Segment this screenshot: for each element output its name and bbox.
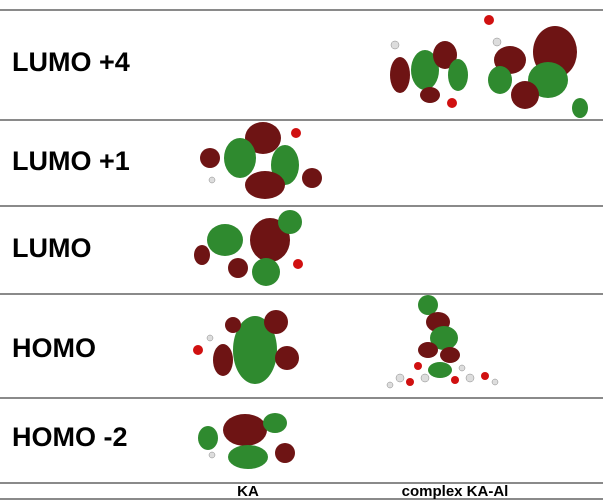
row-label: LUMO +4 bbox=[12, 47, 130, 77]
column-label: complex KA-Al bbox=[402, 483, 509, 500]
orbital-image bbox=[200, 122, 322, 199]
column-label: KA bbox=[237, 483, 259, 500]
row-label: HOMO -2 bbox=[12, 422, 128, 452]
orbital-image bbox=[193, 310, 299, 384]
orbital-image bbox=[387, 295, 498, 388]
orbital-image bbox=[390, 15, 588, 118]
row-label: LUMO +1 bbox=[12, 146, 130, 176]
orbital-image bbox=[194, 210, 303, 286]
orbital-image bbox=[198, 413, 295, 469]
orbital-figure: LUMO +4 LUMO +1 LUMO HOMO HOMO -2 KA com… bbox=[0, 0, 603, 501]
row-label: LUMO bbox=[12, 233, 91, 263]
row-label: HOMO bbox=[12, 333, 96, 363]
